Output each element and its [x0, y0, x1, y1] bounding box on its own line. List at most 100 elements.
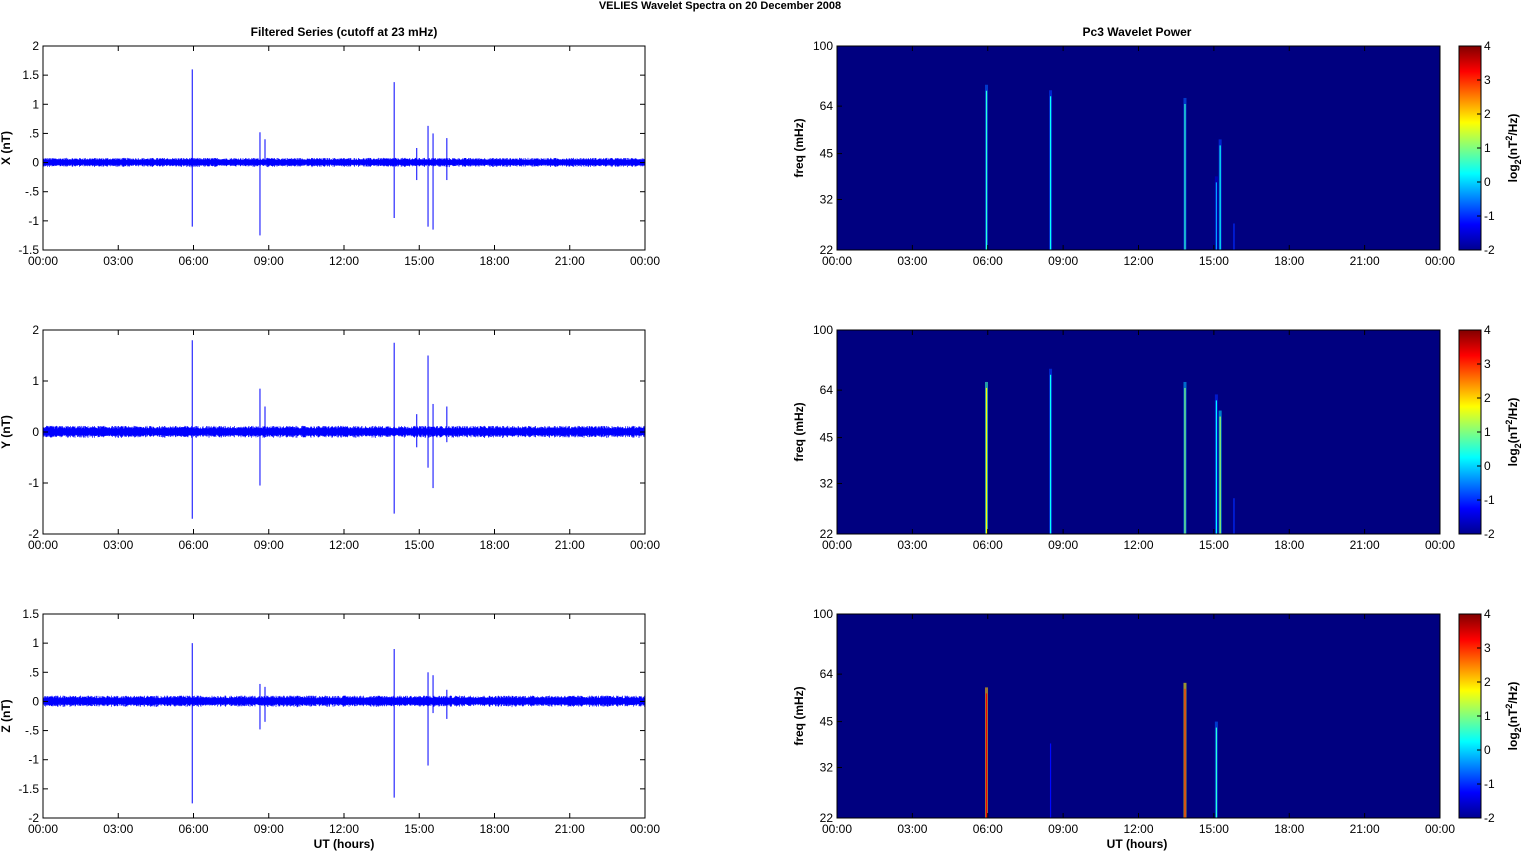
series-ytick-label: 2 — [32, 39, 39, 53]
wavelet-ytick-label: 64 — [820, 99, 834, 113]
wavelet-xtick-label: 03:00 — [897, 254, 927, 268]
series-ytick-label: 0 — [32, 425, 39, 439]
wavelet-burst — [1184, 387, 1186, 534]
colorbar-tick-label: -2 — [1484, 811, 1495, 825]
series-ytick-label: -1.5 — [18, 782, 39, 796]
series-xtick-label: 18:00 — [479, 538, 509, 552]
colorbar-label-part: /Hz) — [1506, 682, 1520, 704]
wavelet-xtick-label: 12:00 — [1123, 822, 1153, 836]
wavelet-heatmap-background — [837, 330, 1440, 534]
series-xtick-label: 12:00 — [329, 254, 359, 268]
wavelet-ytick-label: 64 — [820, 383, 834, 397]
series-xtick-label: 15:00 — [404, 822, 434, 836]
colorbar-tick-label: -1 — [1484, 777, 1495, 791]
wavelet-xtick-label: 12:00 — [1123, 538, 1153, 552]
series-ytick-label: 1 — [32, 374, 39, 388]
left-x-axis-label: UT (hours) — [314, 837, 375, 851]
series-ytick-label: .5 — [29, 665, 39, 679]
wavelet-ytick-label: 45 — [820, 147, 834, 161]
colorbar-tick-label: -1 — [1484, 493, 1495, 507]
series-ytick-label: -1 — [28, 753, 39, 767]
series-trace — [42, 157, 646, 168]
wavelet-xtick-label: 21:00 — [1350, 538, 1380, 552]
wavelet-burst — [1049, 374, 1052, 534]
series-xtick-label: 21:00 — [555, 254, 585, 268]
colorbar-label-part: 2 — [1513, 159, 1523, 164]
series-xtick-label: 00:00 — [630, 254, 660, 268]
series-xtick-label: 12:00 — [329, 822, 359, 836]
colorbar-tick-label: 4 — [1484, 39, 1491, 53]
series-xtick-label: 09:00 — [254, 254, 284, 268]
colorbar-label-part: log — [1506, 732, 1520, 750]
series-trace — [42, 695, 646, 708]
wavelet-burst — [1215, 400, 1217, 534]
wavelet-xtick-label: 00:00 — [1425, 538, 1455, 552]
wavelet-y-axis-label: freq (mHz) — [792, 402, 806, 461]
wavelet-xtick-label: 21:00 — [1350, 254, 1380, 268]
colorbar-label-part: 2 — [1513, 727, 1523, 732]
series-trace — [42, 425, 646, 438]
wavelet-xtick-label: 15:00 — [1199, 538, 1229, 552]
series-xtick-label: 00:00 — [28, 822, 58, 836]
wavelet-xtick-label: 06:00 — [973, 254, 1003, 268]
wavelet-ytick-label: 100 — [813, 323, 833, 337]
series-ytick-label: .5 — [29, 126, 39, 140]
wavelet-xtick-label: 00:00 — [1425, 822, 1455, 836]
colorbar-tick-label: 1 — [1484, 141, 1491, 155]
colorbar-tick-label: -2 — [1484, 243, 1495, 257]
series-xtick-label: 09:00 — [254, 822, 284, 836]
colorbar-tick-label: 2 — [1484, 675, 1491, 689]
colorbar-label-part: /Hz) — [1506, 114, 1520, 136]
colorbar-label-part: 2 — [1504, 136, 1514, 141]
series-xtick-label: 15:00 — [404, 254, 434, 268]
series-y-axis-label: Z (nT) — [0, 699, 13, 732]
wavelet-burst — [1184, 688, 1186, 818]
colorbar-tick-label: 1 — [1484, 709, 1491, 723]
series-ytick-label: -1 — [28, 476, 39, 490]
wavelet-xtick-label: 09:00 — [1048, 538, 1078, 552]
colorbar-label: log2(nT2/Hz) — [1504, 114, 1523, 183]
right-x-axis-label: UT (hours) — [1107, 837, 1168, 851]
series-y-axis-label: X (nT) — [0, 131, 13, 165]
colorbar-label: log2(nT2/Hz) — [1504, 398, 1523, 467]
series-ytick-label: 1.5 — [22, 607, 39, 621]
wavelet-ytick-label: 32 — [820, 761, 834, 775]
wavelet-burst — [1215, 182, 1217, 250]
wavelet-y-axis-label: freq (mHz) — [792, 686, 806, 745]
series-ytick-label: 0 — [32, 694, 39, 708]
series-ytick-label: 2 — [32, 323, 39, 337]
colorbar-tick-label: 3 — [1484, 357, 1491, 371]
figure-title: VELIES Wavelet Spectra on 20 December 20… — [599, 0, 841, 12]
wavelet-xtick-label: 12:00 — [1123, 254, 1153, 268]
series-xtick-label: 12:00 — [329, 538, 359, 552]
colorbar-tick-label: 0 — [1484, 459, 1491, 473]
colorbar-label-part: log — [1506, 448, 1520, 466]
wavelet-xtick-label: 09:00 — [1048, 822, 1078, 836]
colorbar-tick-label: 2 — [1484, 391, 1491, 405]
wavelet-burst — [1233, 498, 1235, 534]
left-column-title: Filtered Series (cutoff at 23 mHz) — [251, 25, 438, 39]
series-y-axis-label: Y (nT) — [0, 415, 13, 449]
series-axes-box — [42, 613, 646, 819]
wavelet-burst — [985, 693, 988, 818]
series-xtick-label: 09:00 — [254, 538, 284, 552]
series-xtick-label: 00:00 — [630, 822, 660, 836]
colorbar-label-part: /Hz) — [1506, 398, 1520, 420]
series-xtick-label: 00:00 — [28, 538, 58, 552]
wavelet-xtick-label: 15:00 — [1199, 822, 1229, 836]
series-panel-x: 21.51.50-.5-1-1.500:00 03:00 06:00 09:00 12:… — [0, 39, 660, 268]
wavelet-burst — [1219, 416, 1221, 534]
wavelet-burst — [1219, 145, 1221, 250]
wavelet-heatmap-background — [837, 614, 1440, 818]
series-xtick-label: 00:00 — [630, 538, 660, 552]
wavelet-ytick-label: 100 — [813, 39, 833, 53]
series-xtick-label: 03:00 — [103, 822, 133, 836]
colorbar-label-part: (nT — [1506, 708, 1520, 727]
series-xtick-label: 18:00 — [479, 822, 509, 836]
colorbar-label-part: 2 — [1504, 420, 1514, 425]
wavelet-burst — [985, 387, 988, 534]
colorbar-label-part: 2 — [1504, 704, 1514, 709]
colorbar-label-part: (nT — [1506, 140, 1520, 159]
colorbar-tick-label: 4 — [1484, 323, 1491, 337]
